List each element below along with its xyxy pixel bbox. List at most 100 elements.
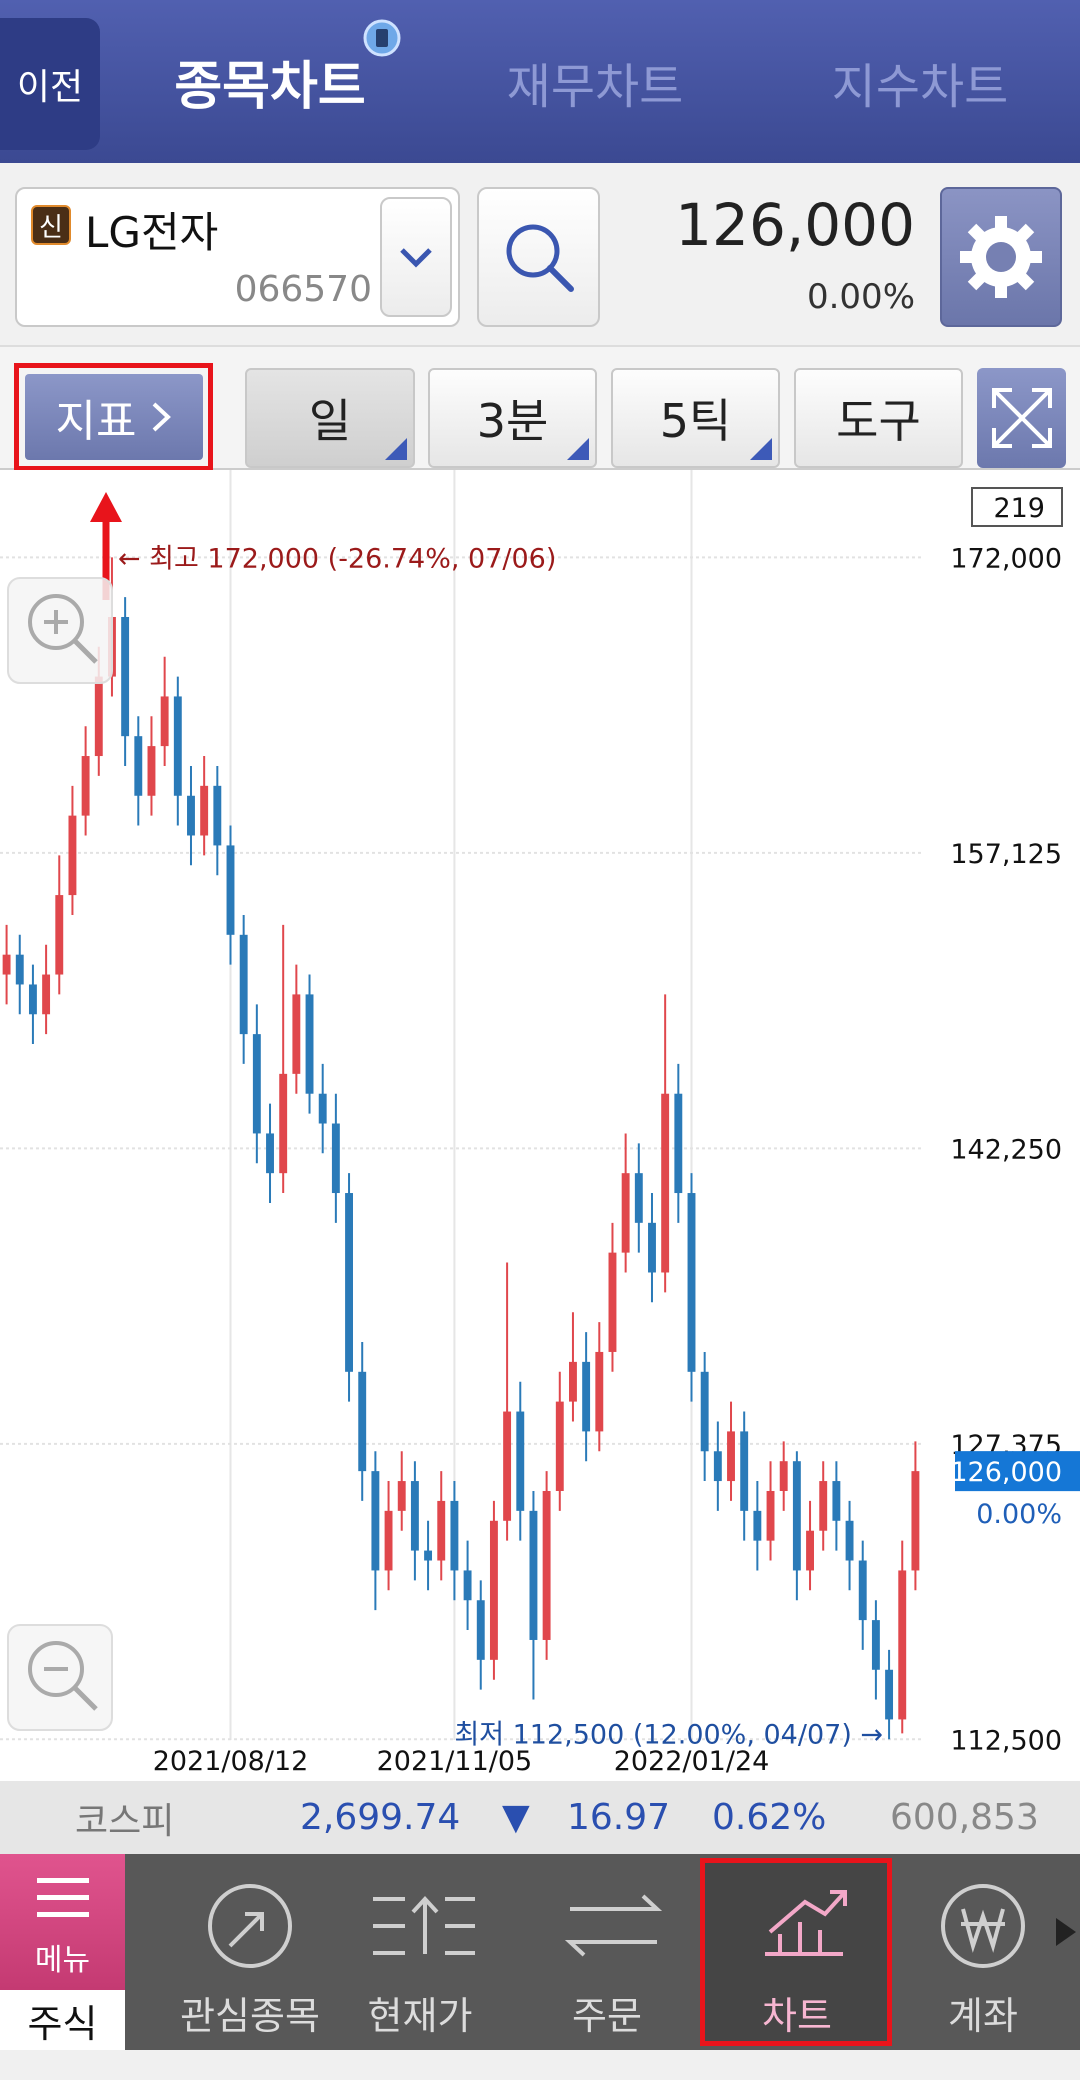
watchlist-icon — [208, 1884, 292, 1968]
candle-body — [437, 1500, 446, 1561]
candle-body — [463, 1570, 472, 1601]
hamburger-icon — [37, 1878, 89, 1917]
candle-body — [147, 746, 156, 796]
candle-body — [727, 1431, 735, 1482]
stock-box[interactable]: 신 LG전자 066570 — [15, 187, 460, 327]
period-5tick[interactable]: 5틱 — [611, 368, 780, 468]
zoom-out-button[interactable] — [7, 1624, 113, 1731]
chevron-down — [400, 248, 432, 268]
candle-body — [266, 1133, 274, 1174]
candle-body — [674, 1093, 683, 1194]
index-value: 2,699.74 — [300, 1797, 461, 1838]
candle-body — [318, 1093, 327, 1124]
candle-body — [885, 1669, 894, 1720]
candle-body — [55, 895, 64, 975]
current-price: 126,000 — [950, 1457, 1062, 1488]
nav-order[interactable]: 주문 — [572, 1993, 642, 2038]
period-day[interactable]: 일 — [245, 368, 415, 468]
count-box — [971, 487, 1063, 527]
indicator-button[interactable]: 지표 — [25, 374, 203, 460]
candle-body — [397, 1481, 406, 1511]
candle-body — [911, 1471, 920, 1571]
candle-body — [555, 1401, 564, 1491]
candle-body — [134, 736, 143, 796]
candle-body — [68, 815, 77, 896]
candle-body — [305, 994, 314, 1094]
refresh-icon — [363, 19, 401, 57]
more-arrow[interactable] — [1052, 1914, 1080, 1950]
menu-button[interactable]: 메뉴 — [0, 1854, 125, 1990]
tab-index-chart[interactable]: 지수차트 — [831, 58, 1009, 115]
current-price-tag — [955, 1451, 1080, 1492]
candle-body — [187, 795, 195, 836]
quote-icon — [373, 1896, 475, 1955]
candle-body — [766, 1490, 775, 1541]
candle-body — [292, 994, 301, 1074]
candle-body — [503, 1411, 512, 1521]
y-tick-label: 142,250 — [950, 1134, 1062, 1165]
candle-body — [516, 1411, 525, 1511]
y-tick-label: 112,500 — [950, 1725, 1062, 1756]
nav-quote[interactable]: 현재가 — [367, 1993, 473, 2038]
y-tick-label: 172,000 — [950, 543, 1062, 574]
current-change: 0.00% — [976, 1499, 1062, 1530]
candle-body — [200, 785, 209, 836]
candle-body — [569, 1361, 577, 1402]
candle-body — [792, 1461, 801, 1571]
dropdown[interactable] — [380, 197, 452, 317]
candle-body — [252, 1034, 261, 1134]
candle-body — [173, 696, 182, 796]
candle-body — [160, 696, 169, 747]
badge: 신 — [31, 205, 71, 245]
index-name: 코스피 — [75, 1800, 175, 1842]
chart: 2021/08/12 2021/11/05 2022/01/24 172,000 157… — [0, 470, 1080, 1781]
high-annotation: ← 최고 172,000 (-26.74%, 07/06) — [118, 543, 556, 574]
nav-watchlist[interactable]: 관심종목 — [180, 1993, 320, 2038]
index-change: 16.97 — [567, 1797, 671, 1838]
candle-body — [700, 1371, 709, 1452]
nav-chart[interactable]: 차트 — [762, 1993, 832, 2038]
highlight-box — [14, 363, 213, 471]
index-arrow: ▼ — [502, 1797, 530, 1838]
search-button[interactable] — [477, 187, 600, 327]
expand-button[interactable] — [977, 368, 1066, 468]
period-3min[interactable]: 3분 — [428, 368, 597, 468]
x-tick-label: 2022/01/24 — [614, 1746, 770, 1777]
indicator-label: 지표 — [55, 396, 137, 447]
candle-body — [2, 954, 11, 975]
candle-body — [121, 616, 130, 737]
low-annotation: 최저 112,500 (12.00%, 04/07) → — [454, 1719, 883, 1750]
candle-body — [845, 1520, 854, 1561]
price: 126,000 — [675, 191, 915, 259]
candle-body — [371, 1471, 380, 1571]
candle-body — [28, 984, 37, 1015]
nav-account[interactable]: 계좌 — [948, 1993, 1018, 2038]
candle-body — [898, 1570, 907, 1720]
back-button[interactable]: 이전 — [0, 18, 100, 150]
stock-row: 신 LG전자 066570 126,000 0.00% — [0, 163, 1080, 345]
candle-body — [410, 1481, 419, 1551]
tab-finance-chart[interactable]: 재무차트 — [506, 58, 684, 115]
candle-body — [476, 1600, 485, 1660]
stock-name: LG전자 — [85, 208, 219, 257]
zoom-in-button[interactable] — [7, 577, 113, 684]
candle-body — [358, 1371, 367, 1472]
candle-body — [15, 954, 24, 985]
bottom-nav: 메뉴 주식 관심종목 현재가 주문 차트 계좌 — [0, 1854, 1080, 2050]
button-label: 도구 — [836, 394, 921, 448]
candle-body — [779, 1461, 788, 1491]
candle-body — [648, 1222, 656, 1273]
toolbar: 지표 일 3분 5틱 도구 — [0, 345, 1080, 471]
tools-button[interactable]: 도구 — [794, 368, 963, 468]
chart-icon — [765, 1890, 847, 1956]
expand-icon — [991, 388, 1052, 448]
tab-stock-chart[interactable]: 종목차트 — [174, 57, 366, 117]
settings-button[interactable] — [940, 187, 1062, 327]
x-tick-label: 2021/11/05 — [377, 1746, 533, 1777]
pointer-arrowhead — [90, 492, 122, 522]
candle-body — [450, 1500, 459, 1571]
section-tab[interactable]: 주식 — [0, 1990, 125, 2050]
candle-body — [345, 1193, 353, 1372]
candle-body — [226, 845, 235, 935]
chevron-right — [153, 402, 172, 432]
